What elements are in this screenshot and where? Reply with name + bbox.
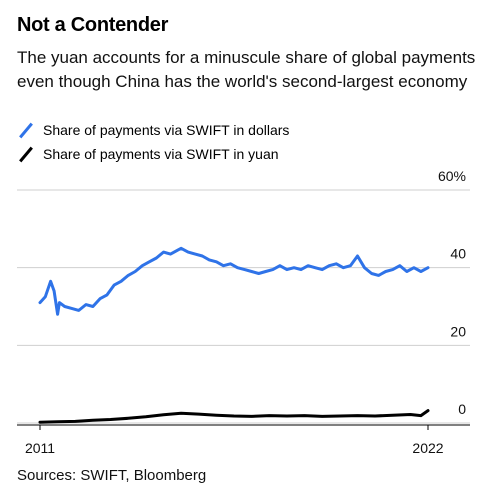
series-line-dollars	[38, 246, 430, 316]
y-tick-label: 60%	[438, 168, 466, 184]
x-tick-label: 2011	[25, 440, 55, 456]
legend-label-yuan: Share of payments via SWIFT in yuan	[43, 146, 279, 162]
legend-item-yuan: Share of payments via SWIFT in yuan	[17, 146, 279, 162]
source-note: Sources: SWIFT, Bloomberg	[17, 467, 207, 484]
y-tick-label: 20	[450, 323, 466, 339]
chart-subtitle: The yuan accounts for a minuscule share …	[17, 48, 476, 91]
x-tick-label: 2022	[412, 440, 443, 456]
series-line-yuan	[38, 409, 430, 424]
y-tick-label: 0	[458, 401, 466, 417]
legend-label-dollars: Share of payments via SWIFT in dollars	[43, 122, 290, 138]
legend-item-dollars: Share of payments via SWIFT in dollars	[17, 122, 289, 138]
chart-title: Not a Contender	[17, 14, 169, 36]
y-tick-label: 40	[450, 246, 466, 262]
